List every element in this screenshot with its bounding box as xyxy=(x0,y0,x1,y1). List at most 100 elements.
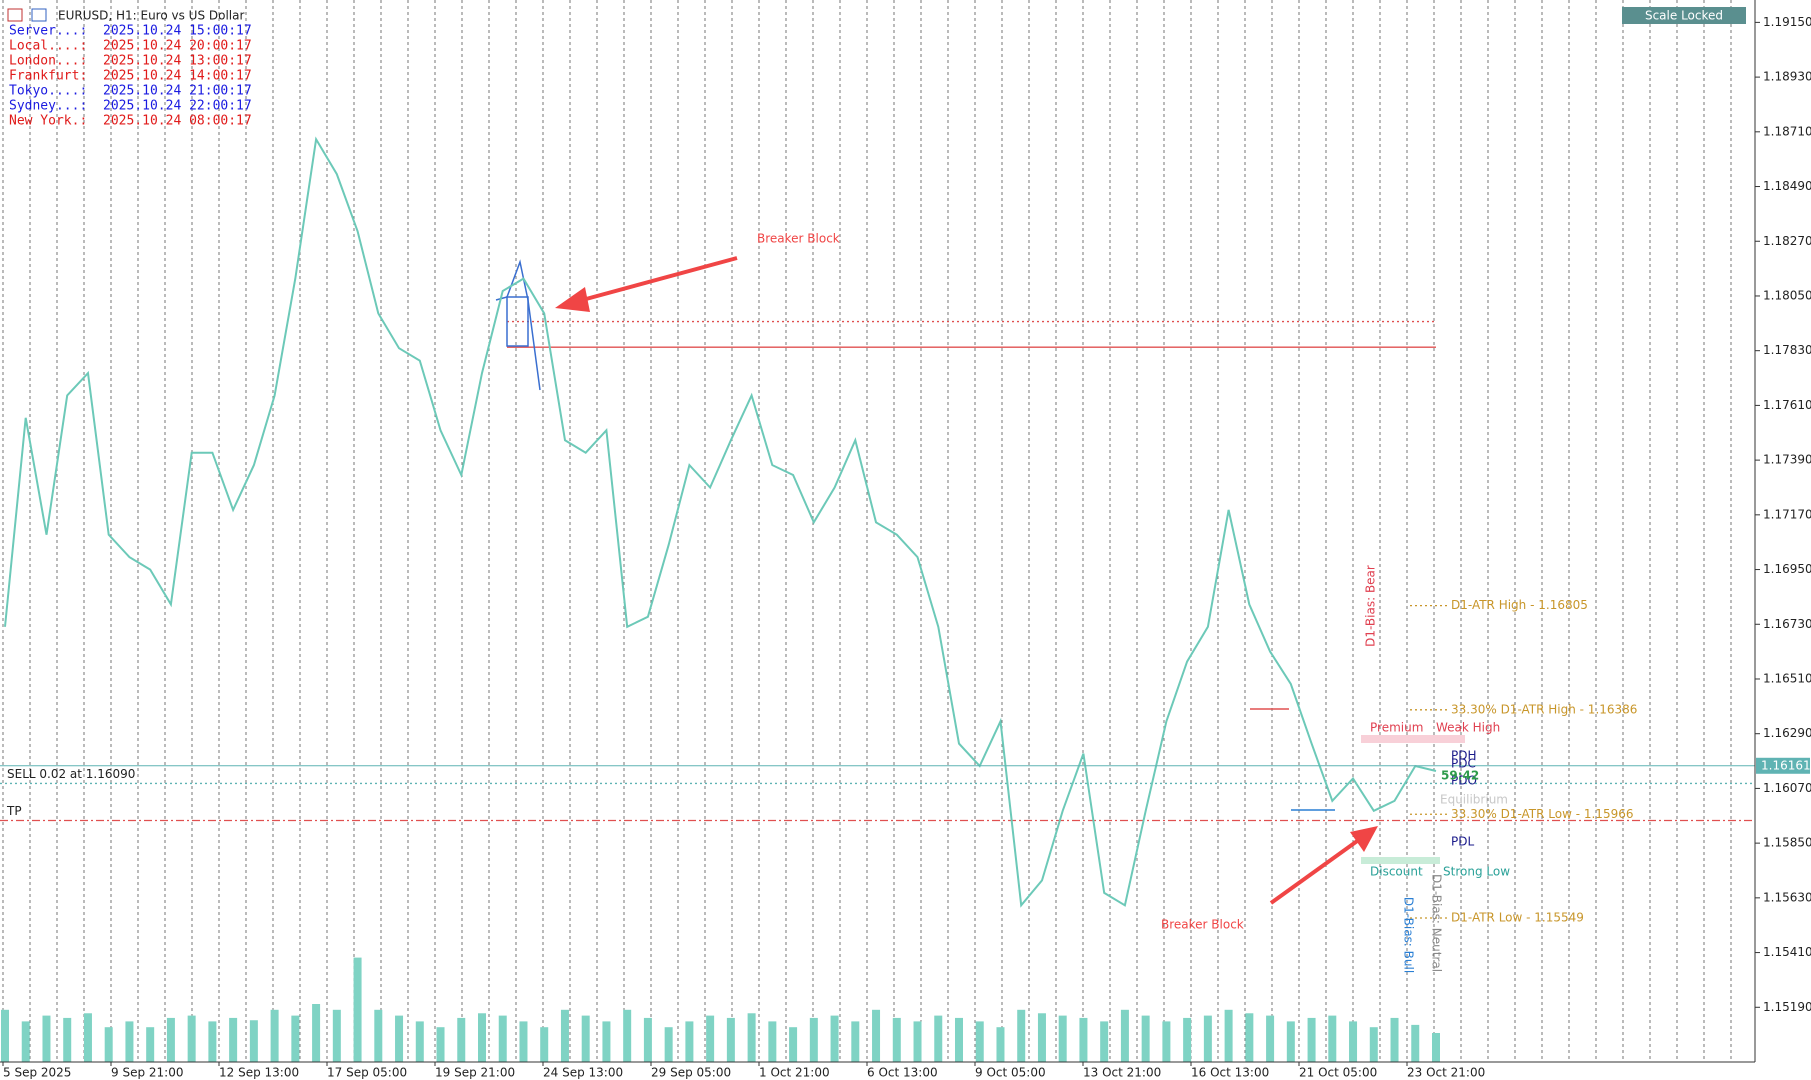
icon xyxy=(31,8,47,22)
volume-bar xyxy=(125,1021,134,1062)
volume-bar xyxy=(83,1013,92,1062)
annotation: PDC xyxy=(1451,757,1476,771)
volume-bar xyxy=(643,1017,652,1062)
x-tick-label: 21 Oct 05:00 xyxy=(1299,1066,1377,1080)
clock-panel: Server...: 2025.10.24 15:00:17 Local....: 2… xyxy=(9,24,252,129)
volume-bar xyxy=(104,1027,113,1062)
volume-bar xyxy=(934,1015,943,1062)
annotation: Premium xyxy=(1370,721,1423,735)
volume-bar xyxy=(436,1027,445,1062)
annotation: Equilibrium xyxy=(1440,793,1508,807)
x-tick-label: 13 Oct 21:00 xyxy=(1083,1066,1161,1080)
y-tick-label: 1.15850 xyxy=(1763,836,1811,850)
clock-time: 2025.10.24 20:00:17 xyxy=(103,39,252,54)
volume-bar xyxy=(229,1017,238,1062)
scale-locked-button[interactable] xyxy=(1622,7,1746,24)
volume-bar xyxy=(789,1027,798,1062)
axis-labels: 1.19150 1.18930 1.18710 1.18490 1.18270 1.180… xyxy=(2,15,1811,1080)
volume-bar xyxy=(1183,1017,1192,1062)
volume-bar xyxy=(1037,1013,1046,1062)
volume-bar xyxy=(623,1009,632,1062)
volume-bar xyxy=(1349,1021,1358,1062)
x-tick-label: 19 Sep 21:00 xyxy=(435,1066,515,1080)
volume-bar xyxy=(830,1015,839,1062)
bias-label: D1-Bias: Bear xyxy=(1364,565,1378,647)
clock-label: New York.: xyxy=(9,114,87,129)
volume-bar xyxy=(353,957,362,1062)
scale-locked-label[interactable]: Scale Locked xyxy=(1645,9,1723,23)
volume-bar xyxy=(374,1009,383,1062)
volume-bar xyxy=(747,1013,756,1062)
volume-bar xyxy=(63,1017,72,1062)
volume-bar xyxy=(602,1021,611,1062)
clock-label: Local....: xyxy=(9,39,87,54)
structure-line xyxy=(495,259,541,391)
y-tick-label: 1.19150 xyxy=(1763,15,1811,29)
volume-bar xyxy=(1120,1009,1129,1062)
volume-bar xyxy=(457,1017,466,1062)
annotation: PDO xyxy=(1451,774,1477,788)
volume-bar xyxy=(768,1021,777,1062)
volume-bar xyxy=(892,1017,901,1062)
annotation: PDL xyxy=(1451,835,1474,849)
volume-bar xyxy=(21,1021,30,1062)
volume-bar xyxy=(540,1027,549,1062)
y-tick-label: 1.15410 xyxy=(1763,945,1811,959)
volume-bar xyxy=(1224,1009,1233,1062)
bias-label: D1-Bias: Bull xyxy=(1402,897,1416,973)
volume-bar xyxy=(1328,1015,1337,1062)
clock-time: 2025.10.24 14:00:17 xyxy=(103,69,252,84)
level-label: 33.30% D1-ATR High - 1.16386 xyxy=(1451,702,1637,716)
discount-zone xyxy=(1361,857,1440,864)
volume-bar xyxy=(1058,1015,1067,1062)
clock-time: 2025.10.24 15:00:17 xyxy=(103,24,252,39)
level-label: SELL 0.02 at 1.16090 xyxy=(7,767,135,781)
volume-bar xyxy=(270,1009,279,1062)
clock-label: Sydney...: xyxy=(9,99,87,114)
breaker-box xyxy=(506,296,529,347)
x-tick-label: 1 Oct 21:00 xyxy=(759,1066,830,1080)
volume-bar xyxy=(1079,1017,1088,1062)
clock-time: 2025.10.24 08:00:17 xyxy=(103,114,252,129)
x-tick-label: 24 Sep 13:00 xyxy=(543,1066,623,1080)
volume-bar xyxy=(312,1004,321,1062)
volume-bar xyxy=(706,1015,715,1062)
x-tick-label: 12 Sep 13:00 xyxy=(219,1066,299,1080)
clock-time: 2025.10.24 22:00:17 xyxy=(103,99,252,114)
bias-label: D1-Bias: Neutral xyxy=(1430,874,1444,972)
timer: 59:42 xyxy=(1441,769,1479,783)
y-tick-label: 1.15190 xyxy=(1763,1000,1811,1014)
volume-bar xyxy=(851,1021,860,1062)
volume-bar xyxy=(581,1015,590,1062)
y-tick-label: 1.17390 xyxy=(1763,453,1811,467)
volume-bar xyxy=(332,1009,341,1062)
clock-time: 2025.10.24 13:00:17 xyxy=(103,54,252,69)
volume-bar xyxy=(1100,1021,1109,1062)
level-label: D1-ATR High - 1.16805 xyxy=(1451,598,1588,612)
volume-bar xyxy=(519,1021,528,1062)
x-tick-label: 9 Sep 21:00 xyxy=(111,1066,183,1080)
volume-pane xyxy=(1,957,1440,1062)
y-tick-label: 1.15630 xyxy=(1763,890,1811,904)
volume-bar xyxy=(478,1013,486,1062)
y-tick-label: 1.16290 xyxy=(1763,726,1811,740)
volume-bar xyxy=(685,1021,694,1062)
volume-bar xyxy=(249,1020,258,1062)
clock-time: 2025.10.24 21:00:17 xyxy=(103,84,252,99)
y-tick-label: 1.18710 xyxy=(1763,124,1811,138)
volume-bar xyxy=(1245,1013,1254,1062)
x-tick-label: 5 Sep 2025 xyxy=(3,1066,71,1080)
volume-bar xyxy=(664,1027,673,1062)
clock-label: Frankfurt: xyxy=(9,69,87,84)
x-tick-label: 6 Oct 13:00 xyxy=(867,1066,938,1080)
y-tick-label: 1.17610 xyxy=(1763,398,1811,412)
annotation: Weak High xyxy=(1436,721,1500,735)
volume-bar xyxy=(1432,1033,1440,1062)
volume-bar xyxy=(166,1017,175,1062)
y-tick-label: 1.16730 xyxy=(1763,617,1811,631)
price-tag-label: 1.16161 xyxy=(1761,758,1811,772)
volume-bar xyxy=(415,1021,424,1062)
volume-bar xyxy=(187,1015,196,1062)
volume-bar xyxy=(208,1021,217,1062)
